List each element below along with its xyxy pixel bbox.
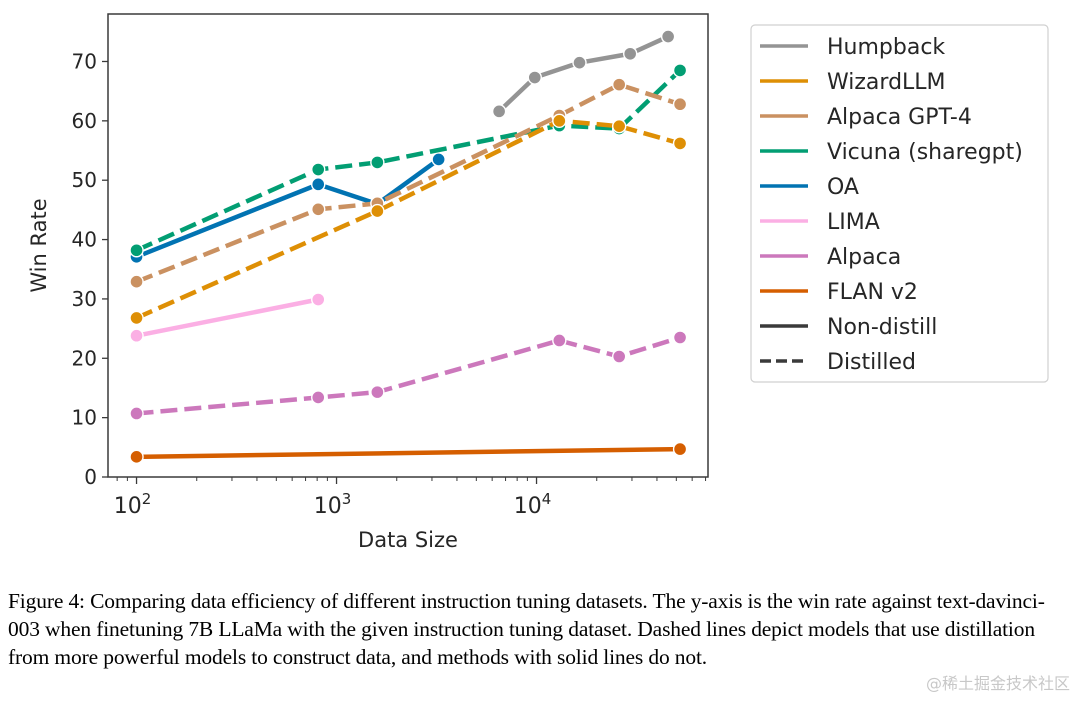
watermark: @稀土掘金技术社区	[925, 674, 1070, 693]
data-point	[370, 203, 385, 219]
series-line	[136, 297, 319, 338]
series-lima	[129, 292, 326, 343]
data-point	[552, 113, 567, 129]
series-line	[136, 446, 681, 460]
legend-item: WizardLLM	[760, 70, 946, 95]
y-tick-label: 10	[72, 406, 97, 430]
legend-item: Humpback	[760, 35, 945, 60]
legend-item: OA	[760, 175, 859, 200]
legend-label: Non-distill	[827, 315, 937, 340]
legend-label: Alpaca GPT-4	[827, 105, 972, 130]
legend-item: Alpaca GPT-4	[760, 105, 972, 130]
data-point	[611, 118, 627, 134]
plot-frame	[107, 13, 709, 478]
legend-label: Distilled	[827, 350, 916, 375]
data-point	[311, 162, 326, 177]
data-point	[572, 55, 587, 70]
data-point	[431, 152, 446, 167]
data-point	[672, 63, 688, 78]
data-point	[370, 384, 385, 400]
legend-item: Non-distill	[760, 315, 937, 340]
series-layer	[129, 29, 688, 465]
series-line	[135, 157, 440, 259]
data-point	[611, 77, 627, 92]
data-point	[672, 136, 688, 151]
data-point	[370, 155, 385, 170]
legend-item: Vicuna (sharegpt)	[760, 140, 1023, 165]
series-wizardllm	[129, 113, 688, 326]
data-point	[491, 104, 507, 119]
data-point	[672, 330, 688, 345]
y-tick-label: 70	[72, 49, 97, 73]
series-line	[497, 34, 670, 113]
data-point	[129, 449, 144, 465]
x-tick-label: 104	[514, 490, 552, 519]
data-point	[129, 243, 144, 258]
figure-caption: Figure 4: Comparing data efficiency of d…	[8, 589, 1045, 669]
data-point	[660, 29, 676, 44]
data-point	[311, 292, 326, 307]
y-tick-label: 0	[84, 465, 97, 489]
series-line	[136, 335, 681, 416]
series-line	[135, 118, 681, 320]
x-tick-label: 102	[114, 490, 152, 519]
legend-item: FLAN v2	[760, 280, 918, 305]
y-tick-label: 40	[72, 228, 97, 252]
data-point	[527, 70, 542, 85]
data-point	[129, 328, 144, 343]
legend-label: Humpback	[827, 35, 945, 60]
data-point	[311, 177, 326, 192]
legend-item: Alpaca	[760, 245, 901, 270]
data-point	[611, 349, 627, 364]
y-tick-label: 50	[72, 168, 97, 192]
data-point	[129, 310, 144, 326]
win-rate-chart: 102 103 104 0 10 20 30 40 50 60 70 Data Size Win …	[27, 13, 1049, 552]
legend-box	[750, 24, 1049, 383]
x-axis-label: Data Size	[358, 528, 458, 552]
series-alpaca	[129, 330, 688, 421]
legend-item: LIMA	[760, 210, 880, 235]
legend-item: Distilled	[760, 350, 916, 375]
series-humpback	[491, 29, 676, 119]
data-point	[129, 406, 144, 421]
y-tick-label: 30	[72, 287, 97, 311]
data-point	[623, 46, 638, 61]
legend-label: OA	[827, 175, 859, 200]
data-point	[311, 202, 326, 217]
legend-label: FLAN v2	[827, 280, 918, 305]
x-tick-label: 103	[314, 490, 352, 519]
data-point	[672, 97, 688, 112]
data-point	[672, 441, 688, 457]
y-tick-label: 60	[72, 109, 97, 133]
legend: Humpback WizardLLM Alpaca GPT-4 Vicuna (sha…	[750, 24, 1049, 383]
legend-label: Alpaca	[827, 245, 901, 270]
series-flan-v2	[129, 441, 688, 465]
y-axis: 0 10 20 30 40 50 60 70	[72, 49, 108, 489]
legend-label: Vicuna (sharegpt)	[827, 140, 1023, 165]
data-point	[552, 333, 567, 348]
series-oa	[129, 152, 446, 264]
legend-label: WizardLLM	[827, 70, 946, 95]
data-point	[311, 390, 326, 405]
series-line	[135, 68, 682, 253]
x-axis: 102 103 104	[114, 477, 707, 519]
data-point	[129, 274, 144, 289]
legend-label: LIMA	[827, 210, 880, 235]
y-axis-label: Win Rate	[27, 198, 51, 292]
series-line	[135, 82, 681, 284]
y-tick-label: 20	[72, 346, 97, 370]
